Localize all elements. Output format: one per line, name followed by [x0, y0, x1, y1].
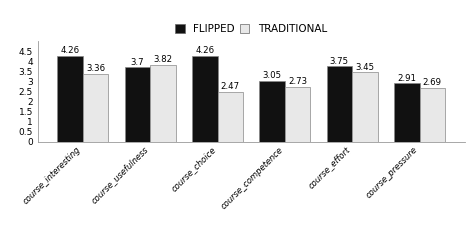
Text: 3.05: 3.05 — [263, 71, 282, 80]
Text: 2.69: 2.69 — [423, 78, 442, 87]
Bar — [352, 72, 378, 142]
Bar — [285, 87, 310, 142]
Text: 2.73: 2.73 — [288, 77, 307, 86]
Bar — [125, 67, 150, 142]
Text: 2.91: 2.91 — [397, 74, 416, 82]
Bar — [327, 66, 352, 142]
Text: 3.45: 3.45 — [356, 63, 374, 72]
Text: 4.26: 4.26 — [195, 46, 214, 55]
Legend: FLIPPED, TRADITIONAL: FLIPPED, TRADITIONAL — [175, 24, 327, 34]
Text: 3.82: 3.82 — [154, 55, 173, 64]
Text: 2.47: 2.47 — [221, 82, 240, 91]
Text: 3.7: 3.7 — [131, 58, 144, 67]
Text: 3.36: 3.36 — [86, 64, 105, 74]
Text: 3.75: 3.75 — [330, 57, 349, 65]
Bar — [218, 92, 243, 142]
Bar — [192, 56, 218, 142]
Text: 4.26: 4.26 — [61, 46, 80, 55]
Bar — [419, 88, 445, 142]
Bar — [57, 56, 83, 142]
Bar — [259, 81, 285, 142]
Bar — [150, 65, 176, 142]
Bar — [394, 83, 419, 142]
Bar — [83, 74, 109, 142]
